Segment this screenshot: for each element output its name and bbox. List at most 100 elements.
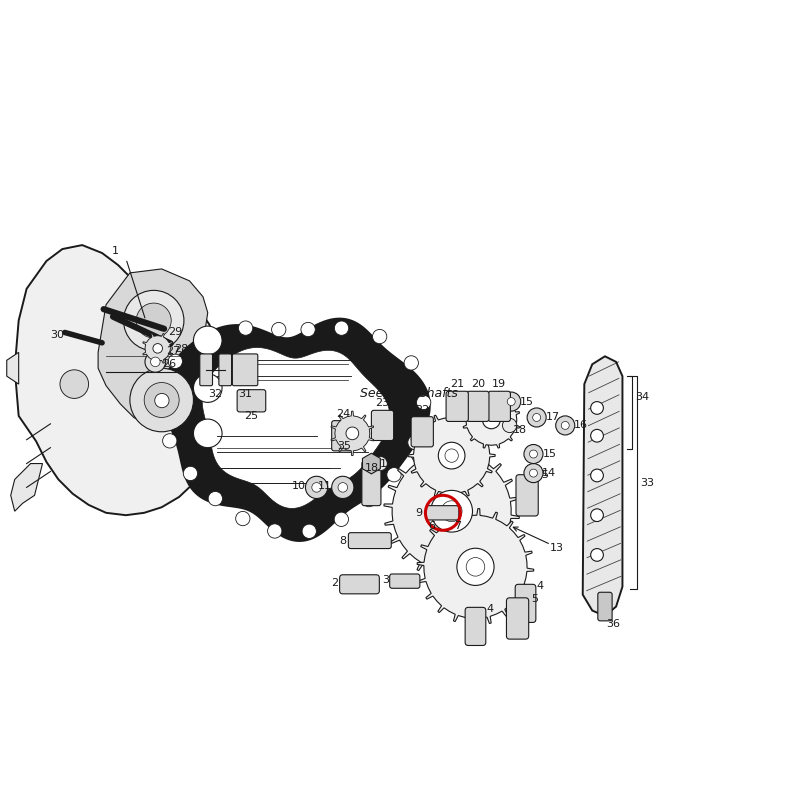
Circle shape xyxy=(194,419,222,448)
Text: 10: 10 xyxy=(292,481,306,490)
Text: 13: 13 xyxy=(550,542,564,553)
Text: 15: 15 xyxy=(542,449,556,459)
Polygon shape xyxy=(6,352,18,384)
Polygon shape xyxy=(362,454,380,474)
Circle shape xyxy=(404,356,418,370)
Circle shape xyxy=(590,469,603,482)
Circle shape xyxy=(267,524,282,538)
Text: 5: 5 xyxy=(531,594,538,604)
Text: 20: 20 xyxy=(470,379,485,389)
Text: 27: 27 xyxy=(166,346,181,356)
FancyBboxPatch shape xyxy=(488,391,510,422)
Text: 4: 4 xyxy=(536,581,543,591)
Circle shape xyxy=(168,354,182,369)
Circle shape xyxy=(334,321,349,335)
Circle shape xyxy=(502,418,517,433)
Text: 18: 18 xyxy=(364,462,378,473)
Circle shape xyxy=(533,414,541,422)
Circle shape xyxy=(590,402,603,414)
Polygon shape xyxy=(463,392,519,448)
FancyBboxPatch shape xyxy=(426,506,458,520)
FancyBboxPatch shape xyxy=(466,391,489,422)
Circle shape xyxy=(150,357,160,366)
Circle shape xyxy=(527,408,546,427)
Text: 2: 2 xyxy=(331,578,338,588)
Text: 32: 32 xyxy=(209,389,222,398)
Circle shape xyxy=(145,351,166,372)
Text: 25: 25 xyxy=(244,411,258,421)
Circle shape xyxy=(417,395,431,410)
Polygon shape xyxy=(331,411,374,456)
Circle shape xyxy=(183,466,198,481)
Circle shape xyxy=(445,449,458,462)
Circle shape xyxy=(466,558,485,576)
Text: 35: 35 xyxy=(338,441,351,451)
Circle shape xyxy=(507,398,515,406)
Circle shape xyxy=(332,476,354,498)
FancyBboxPatch shape xyxy=(348,533,391,549)
Text: 23: 23 xyxy=(375,398,390,408)
Circle shape xyxy=(302,524,316,538)
Circle shape xyxy=(562,422,570,430)
Circle shape xyxy=(373,330,387,344)
Circle shape xyxy=(530,450,538,458)
Text: 15: 15 xyxy=(520,397,534,406)
Text: 11: 11 xyxy=(318,481,332,490)
Text: 34: 34 xyxy=(635,392,650,402)
Circle shape xyxy=(457,548,494,586)
Circle shape xyxy=(524,463,543,482)
Circle shape xyxy=(362,493,376,506)
Text: 6: 6 xyxy=(428,521,435,530)
Circle shape xyxy=(530,469,538,477)
Text: 12: 12 xyxy=(380,458,394,469)
Text: 36: 36 xyxy=(606,619,620,629)
Polygon shape xyxy=(384,443,519,579)
Text: 29: 29 xyxy=(168,327,182,338)
FancyBboxPatch shape xyxy=(371,410,394,441)
Polygon shape xyxy=(98,269,208,428)
Circle shape xyxy=(130,368,194,432)
Circle shape xyxy=(334,512,349,526)
Text: 30: 30 xyxy=(50,330,64,340)
Text: 5: 5 xyxy=(541,470,548,481)
Text: 7: 7 xyxy=(454,521,461,530)
Circle shape xyxy=(154,394,169,408)
FancyBboxPatch shape xyxy=(516,474,538,516)
Polygon shape xyxy=(162,318,430,541)
Circle shape xyxy=(306,476,328,498)
Polygon shape xyxy=(142,334,173,363)
Text: 14: 14 xyxy=(542,468,557,478)
FancyBboxPatch shape xyxy=(332,421,354,451)
Circle shape xyxy=(524,445,543,463)
Text: See: Camshafts: See: Camshafts xyxy=(360,387,458,400)
Circle shape xyxy=(136,303,171,338)
Polygon shape xyxy=(408,412,495,499)
Circle shape xyxy=(60,370,89,398)
FancyBboxPatch shape xyxy=(237,390,266,412)
FancyBboxPatch shape xyxy=(411,417,434,447)
Text: 26: 26 xyxy=(162,359,177,370)
Polygon shape xyxy=(202,347,390,509)
Circle shape xyxy=(430,490,473,532)
FancyBboxPatch shape xyxy=(340,574,379,594)
Text: 21: 21 xyxy=(450,379,464,389)
FancyBboxPatch shape xyxy=(390,574,420,588)
Circle shape xyxy=(123,290,184,350)
Circle shape xyxy=(162,434,177,448)
Circle shape xyxy=(590,509,603,522)
Text: 17: 17 xyxy=(546,413,559,422)
Circle shape xyxy=(208,491,222,506)
Circle shape xyxy=(271,322,286,337)
FancyBboxPatch shape xyxy=(506,598,529,639)
Text: 9: 9 xyxy=(415,508,422,518)
Text: 4: 4 xyxy=(486,604,494,614)
Circle shape xyxy=(194,326,222,354)
Circle shape xyxy=(346,427,358,440)
FancyBboxPatch shape xyxy=(200,354,213,386)
Polygon shape xyxy=(417,509,534,625)
Polygon shape xyxy=(10,463,42,511)
Text: 24: 24 xyxy=(336,409,350,418)
Circle shape xyxy=(236,511,250,526)
FancyBboxPatch shape xyxy=(362,461,381,506)
FancyBboxPatch shape xyxy=(515,584,536,622)
